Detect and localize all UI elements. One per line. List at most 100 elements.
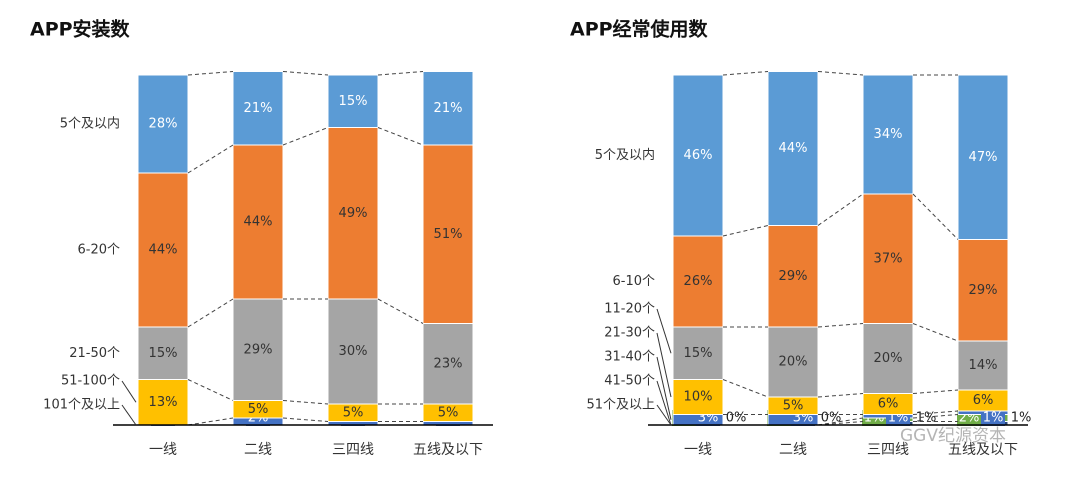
data-label: 29% bbox=[969, 283, 998, 298]
data-label: 20% bbox=[779, 355, 808, 370]
connector bbox=[722, 71, 769, 76]
x-tick-label: 三四线 bbox=[867, 442, 909, 458]
data-label: 5% bbox=[248, 402, 269, 417]
legend-label: 11-20个 bbox=[604, 302, 655, 317]
data-label: 46% bbox=[684, 148, 713, 163]
bar-segment bbox=[957, 239, 1009, 342]
data-label: 21% bbox=[244, 101, 273, 116]
data-label: 23% bbox=[434, 356, 463, 371]
legend-label: 21-30个 bbox=[604, 326, 655, 341]
leader-line bbox=[656, 380, 672, 426]
connector bbox=[282, 417, 329, 422]
bar-segment bbox=[767, 225, 819, 328]
data-label: 15% bbox=[684, 346, 713, 361]
connector bbox=[817, 417, 864, 426]
bar-segment bbox=[327, 298, 379, 405]
data-label: 5% bbox=[438, 405, 459, 420]
connector bbox=[912, 193, 959, 240]
data-label: 5% bbox=[343, 405, 364, 420]
bar-segment bbox=[957, 74, 1009, 240]
data-label: 44% bbox=[779, 141, 808, 156]
data-label: 6% bbox=[973, 393, 994, 408]
connector bbox=[912, 323, 959, 342]
data-label: 49% bbox=[339, 206, 368, 221]
data-label: 15% bbox=[149, 346, 178, 361]
bar-segment bbox=[232, 144, 284, 300]
connector bbox=[187, 417, 234, 426]
legend-label: 6-10个 bbox=[612, 274, 655, 289]
data-label: 26% bbox=[684, 274, 713, 289]
connector bbox=[912, 389, 959, 394]
chart-title: APP安装数 bbox=[30, 18, 131, 41]
data-label: 28% bbox=[149, 117, 178, 132]
chart-title: APP经常使用数 bbox=[570, 18, 709, 41]
connector bbox=[282, 400, 329, 405]
bar-segment bbox=[672, 235, 724, 328]
leader-line bbox=[121, 380, 137, 403]
bar-segment bbox=[672, 326, 724, 380]
label-box bbox=[981, 410, 1005, 426]
connector bbox=[817, 193, 864, 226]
connector bbox=[187, 71, 234, 76]
data-label: 21% bbox=[434, 101, 463, 116]
data-label: 1% bbox=[983, 411, 1004, 426]
connector bbox=[187, 298, 234, 328]
data-label: 20% bbox=[874, 351, 903, 366]
legend-label: 31-40个 bbox=[604, 350, 655, 365]
connector bbox=[377, 71, 424, 76]
bar-segment bbox=[422, 71, 474, 146]
data-label: 44% bbox=[244, 215, 273, 230]
bar-segment bbox=[672, 74, 724, 237]
connector bbox=[187, 144, 234, 174]
connector bbox=[722, 225, 769, 237]
connector bbox=[912, 410, 959, 415]
x-tick-label: 二线 bbox=[779, 442, 807, 458]
data-label: 29% bbox=[779, 269, 808, 284]
legend-label: 51-100个 bbox=[61, 374, 120, 389]
bar-segment bbox=[767, 71, 819, 226]
legend-label: 21-50个 bbox=[69, 346, 120, 361]
x-tick-label: 五线及以下 bbox=[413, 442, 483, 458]
leader-line bbox=[656, 356, 672, 420]
bar-segment bbox=[957, 340, 1009, 391]
data-label: 30% bbox=[339, 344, 368, 359]
data-label: 47% bbox=[969, 150, 998, 165]
bar-segment bbox=[137, 379, 189, 426]
connector bbox=[187, 379, 234, 401]
data-label: 0% bbox=[821, 411, 842, 426]
data-label: 51% bbox=[434, 227, 463, 242]
bar-segment bbox=[232, 71, 284, 146]
connector bbox=[912, 414, 959, 419]
data-label: 1% bbox=[916, 411, 937, 426]
bar-segment bbox=[767, 326, 819, 398]
bar-segment bbox=[327, 74, 379, 128]
leader-line bbox=[656, 308, 672, 354]
data-label: 15% bbox=[339, 94, 368, 109]
data-label: 1% bbox=[1011, 411, 1032, 426]
legend-label: 101个及以上 bbox=[43, 398, 120, 413]
data-label: 29% bbox=[244, 342, 273, 357]
bar-segment bbox=[137, 74, 189, 174]
connector bbox=[817, 323, 864, 328]
data-label: 37% bbox=[874, 251, 903, 266]
bar-segment bbox=[422, 323, 474, 405]
legend-label: 5个及以内 bbox=[60, 116, 120, 132]
connector bbox=[722, 379, 769, 398]
legend-label: 51个及以上 bbox=[586, 398, 655, 413]
legend-label: 6-20个 bbox=[77, 243, 120, 258]
data-label: 10% bbox=[684, 390, 713, 405]
legend-label: 41-50个 bbox=[604, 374, 655, 389]
connector bbox=[282, 127, 329, 146]
data-label: 6% bbox=[878, 397, 899, 412]
bar-segment bbox=[862, 74, 914, 195]
x-tick-label: 一线 bbox=[149, 442, 177, 458]
bar-segment bbox=[232, 298, 284, 401]
x-tick-label: 一线 bbox=[684, 442, 712, 458]
x-tick-label: 二线 bbox=[244, 442, 272, 458]
legend-label: 5个及以内 bbox=[595, 147, 655, 163]
bar-segment bbox=[137, 326, 189, 380]
connector bbox=[817, 393, 864, 398]
connector bbox=[377, 127, 424, 146]
leader-line bbox=[656, 332, 672, 398]
